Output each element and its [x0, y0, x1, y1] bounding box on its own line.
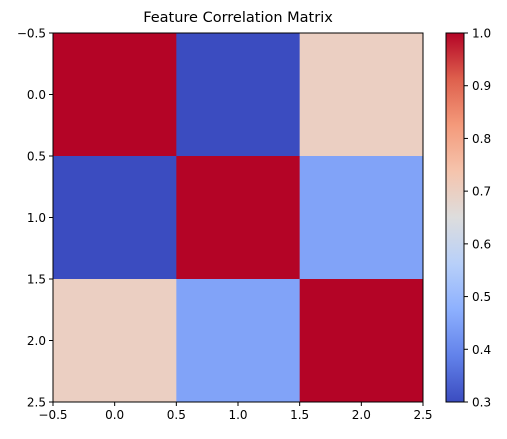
y-tick-label: 1.0	[27, 211, 46, 225]
y-tick-label: −0.5	[17, 27, 46, 41]
x-tick-label: 0.5	[167, 408, 186, 422]
heatmap-cell-r2-c2	[299, 279, 424, 403]
y-tick-label: 0.5	[27, 150, 46, 164]
y-tick-label: 0.0	[27, 88, 46, 102]
y-tick-label: 2.5	[27, 396, 46, 410]
colorbar-tick-label: 0.8	[472, 132, 491, 146]
heatmap-cell-r1-c1	[176, 156, 300, 280]
x-tick-label: 1.5	[290, 408, 309, 422]
colorbar-axis: 0.3 0.4 0.5 0.6 0.7 0.8 0.9 1.0	[464, 27, 491, 410]
colorbar-tick-label: 0.6	[472, 237, 491, 251]
x-tick-label: −0.5	[38, 408, 67, 422]
y-tick-label: 1.5	[27, 273, 46, 287]
x-tick-label: 1.0	[228, 408, 247, 422]
x-tick-label: 0.0	[105, 408, 124, 422]
y-axis: −0.5 0.0 0.5 1.0 1.5 2.0 2.5	[17, 27, 53, 410]
colorbar	[445, 32, 465, 403]
colorbar-tick-label: 0.3	[472, 396, 491, 410]
x-axis: −0.5 0.0 0.5 1.0 1.5 2.0 2.5	[38, 402, 433, 422]
x-tick-label: 2.0	[352, 408, 371, 422]
heatmap-cell-r0-c1	[176, 33, 300, 157]
x-tick-label: 2.5	[413, 408, 432, 422]
colorbar-tick-label: 0.7	[472, 185, 491, 199]
heatmap-cell-r2-c1	[176, 279, 300, 403]
heatmap-cell-r0-c0	[53, 33, 177, 157]
colorbar-tick-label: 0.9	[472, 79, 491, 93]
heatmap-cell-r1-c0	[53, 156, 177, 280]
colorbar-tick-label: 0.4	[472, 343, 491, 357]
heatmap-cells	[53, 33, 424, 403]
colorbar-tick-label: 1.0	[472, 27, 491, 41]
heatmap-cell-r2-c0	[53, 279, 177, 403]
chart-title: Feature Correlation Matrix	[143, 10, 333, 26]
heatmap-cell-r0-c2	[299, 33, 424, 157]
colorbar-tick-label: 0.5	[472, 290, 491, 304]
heatmap-cell-r1-c2	[299, 156, 424, 280]
y-tick-label: 2.0	[27, 334, 46, 348]
